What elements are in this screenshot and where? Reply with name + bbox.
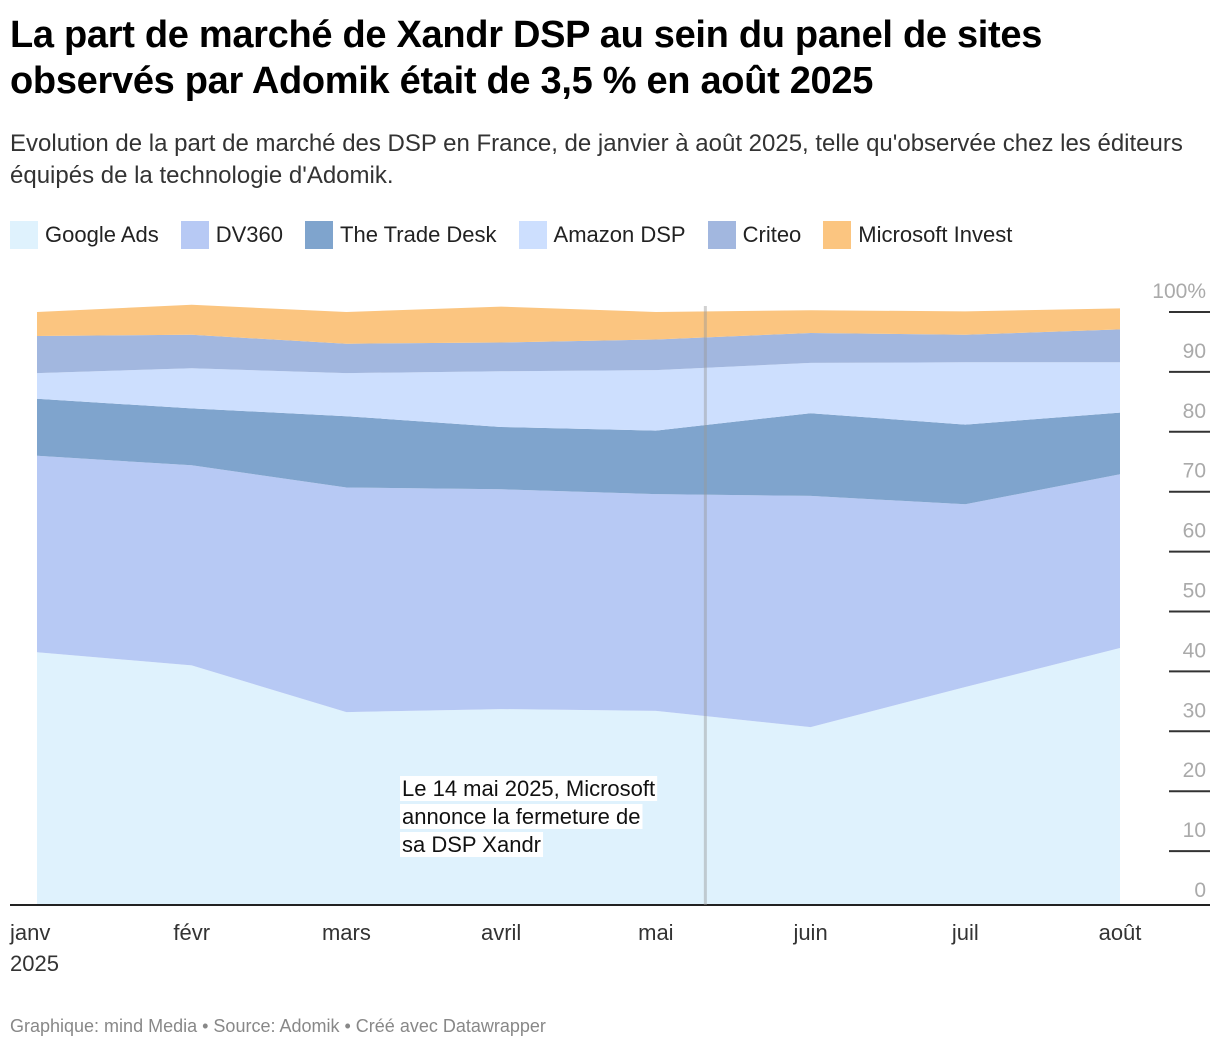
stacked-area-chart: 100% 90 80 70 60 50 40 30 20 10 0 janv févr mars avril… <box>9 280 1210 976</box>
legend-item-amazon-dsp: Amazon DSP <box>518 221 686 249</box>
legend-swatch <box>305 221 334 249</box>
legend-label: DV360 <box>215 222 284 247</box>
area-dv360 <box>37 455 1120 728</box>
legend-item-criteo: Criteo <box>707 221 802 249</box>
legend-label: Amazon DSP <box>553 222 686 247</box>
x-tick-label: juil <box>951 920 979 945</box>
footer-credit: Graphique: mind Media <box>10 1016 198 1036</box>
area-amazon-dsp <box>37 362 1120 431</box>
legend-label: Microsoft Invest <box>858 222 1013 247</box>
legend-swatch <box>518 221 547 249</box>
y-tick-label: 10 <box>1183 819 1206 842</box>
y-tick-label: 70 <box>1183 460 1206 483</box>
footer-separator: • <box>197 1016 214 1036</box>
annotation-text-bg <box>400 804 643 829</box>
y-tick-label: 0 <box>1194 879 1206 902</box>
x-year-label: 2025 <box>10 951 59 976</box>
y-tick-label: 60 <box>1183 520 1206 543</box>
legend-label: Google Ads <box>45 222 159 247</box>
x-tick-label: mai <box>638 920 673 945</box>
y-tick-label: 80 <box>1183 400 1206 423</box>
legend-swatch <box>10 221 38 249</box>
footer-tool: Créé avec Datawrapper <box>355 1016 546 1036</box>
x-tick-label: janv <box>9 920 50 945</box>
area-the-trade-desk <box>37 398 1120 505</box>
legend-item-dv360: DV360 <box>180 221 284 249</box>
annotation-text-bg <box>400 776 658 801</box>
area-criteo <box>37 329 1120 374</box>
legend-swatch <box>707 221 736 249</box>
area-microsoft-invest <box>37 304 1120 344</box>
legend-item-microsoft-invest: Microsoft Invest <box>823 221 1012 249</box>
chart-title: La part de marché de Xandr DSP au sein d… <box>10 14 1043 102</box>
y-tick-label: 90 <box>1183 340 1206 363</box>
y-tick-label: 30 <box>1183 699 1206 722</box>
legend-label: Criteo <box>742 222 802 247</box>
legend-item-the-trade-desk: The Trade Desk <box>305 221 497 249</box>
footer-separator: • <box>339 1016 356 1036</box>
legend-swatch <box>823 221 852 249</box>
y-tick-label: 20 <box>1183 759 1206 782</box>
footer-source: Source: Adomik <box>213 1016 340 1036</box>
y-tick-label: 100% <box>1152 280 1206 303</box>
chart-footer: Graphique: mind Media • Source: Adomik •… <box>10 1016 546 1037</box>
x-tick-label: févr <box>173 920 210 945</box>
legend-swatch <box>180 221 209 249</box>
annotation-text-line: annonce la fermeture de <box>402 804 641 829</box>
annotation-text-line: Le 14 mai 2025, Microsoft <box>402 776 655 801</box>
legend-item-google-ads: Google Ads <box>10 221 159 249</box>
y-tick-label: 50 <box>1183 580 1206 603</box>
annotation-text-bg <box>400 832 544 857</box>
x-tick-label: août <box>1099 920 1142 945</box>
x-tick-label: avril <box>481 920 521 945</box>
chart-legend: Google Ads DV360 The Trade Desk Amazon D… <box>10 221 1034 249</box>
x-tick-label: juin <box>792 920 827 945</box>
legend-label: The Trade Desk <box>340 222 497 247</box>
y-tick-label: 40 <box>1183 639 1206 662</box>
x-tick-label: mars <box>322 920 371 945</box>
chart-subtitle: Evolution de la part de marché des DSP e… <box>10 130 1183 189</box>
annotation-text-line: sa DSP Xandr <box>402 832 541 857</box>
